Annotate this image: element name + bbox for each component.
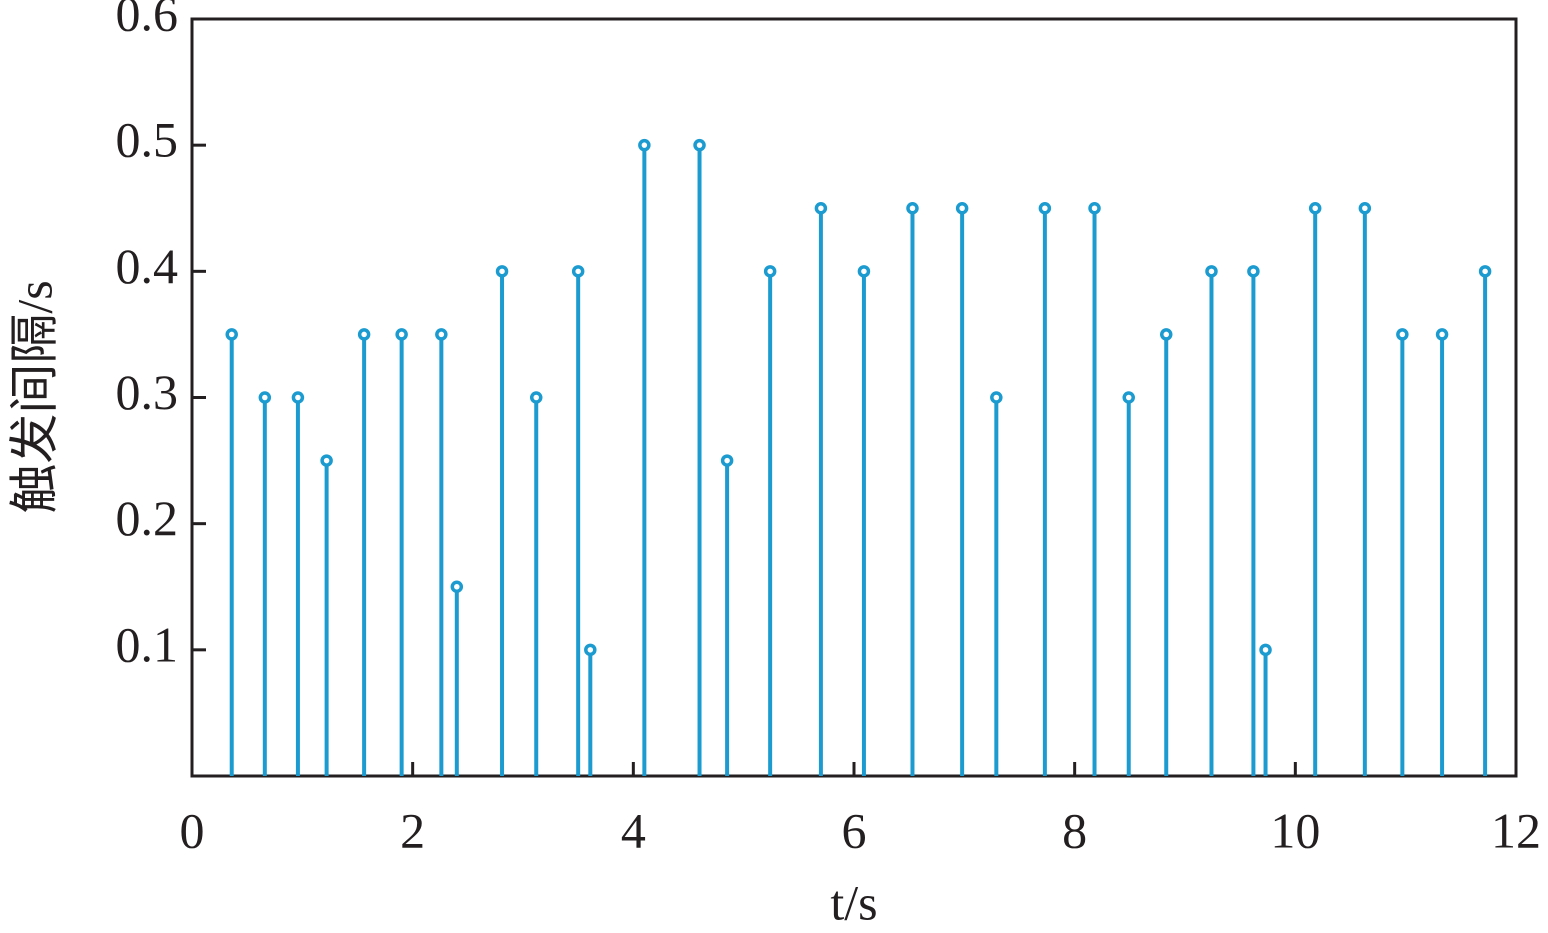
y-tick-label: 0.1	[116, 616, 179, 672]
stem-marker	[1358, 202, 1372, 215]
stem-marker	[450, 580, 464, 593]
x-tick-label: 0	[180, 802, 205, 858]
stem-marker	[955, 202, 969, 215]
x-tick-label: 6	[842, 802, 867, 858]
stem-marker	[990, 391, 1003, 404]
stem-marker	[638, 138, 651, 152]
stem-marker	[763, 265, 777, 278]
stem-marker	[571, 265, 585, 278]
x-tick-label: 8	[1062, 802, 1087, 858]
x-tick-label: 12	[1491, 802, 1541, 858]
stem-marker	[1205, 265, 1218, 278]
y-tick-label: 0.5	[116, 112, 179, 168]
stem-marker	[291, 391, 305, 404]
x-axis-label: t/s	[830, 874, 877, 930]
stem-marker	[1247, 265, 1260, 278]
stem-marker	[320, 454, 333, 467]
stem-marker	[720, 454, 734, 467]
y-tick-label: 0.4	[116, 238, 179, 294]
x-tick-label: 10	[1270, 802, 1320, 858]
plot-frame	[190, 17, 1518, 778]
stem-marker	[1259, 643, 1272, 657]
stem-marker	[435, 328, 448, 341]
stem-marker	[395, 328, 408, 341]
stem-marker	[258, 391, 272, 404]
stem-marker	[857, 265, 871, 278]
x-tick-label: 4	[621, 802, 646, 858]
x-tick-label: 2	[400, 802, 425, 858]
y-tick-label: 0.2	[116, 490, 179, 546]
stem-marker	[1396, 328, 1409, 341]
stem-marker	[225, 328, 238, 341]
stem-marker	[693, 138, 706, 152]
stem-marker	[1088, 202, 1101, 215]
stem-marker	[357, 328, 371, 341]
stem-marker	[529, 391, 543, 404]
y-tick-label: 0.6	[116, 0, 179, 41]
stem-marker	[906, 202, 919, 215]
stem-marker	[1308, 202, 1322, 215]
y-axis-label: 触发间隔/s	[6, 280, 62, 513]
stem-marker	[814, 202, 828, 215]
y-tick-label: 0.3	[116, 364, 179, 420]
stem-marker	[1435, 328, 1449, 341]
stem-marker	[1038, 202, 1052, 215]
stem-marker	[495, 265, 509, 278]
stem-marker	[1122, 391, 1135, 404]
stem-marker	[584, 643, 597, 657]
stem-marker	[1478, 265, 1492, 278]
stem-marker	[1159, 328, 1173, 341]
